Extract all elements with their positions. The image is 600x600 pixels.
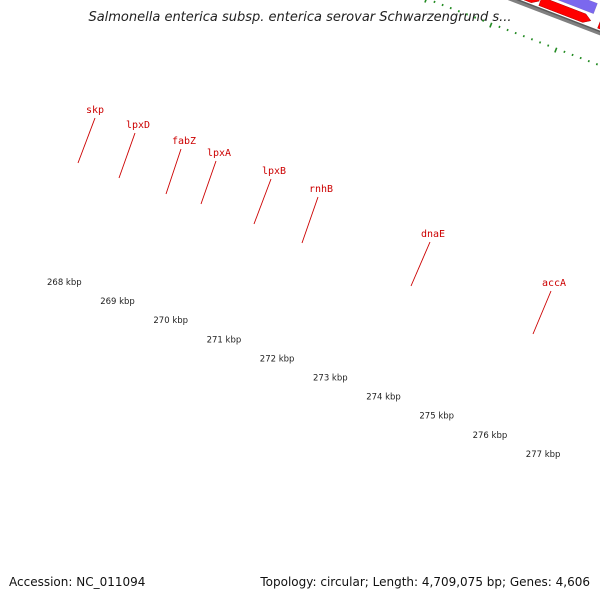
tick-mark <box>424 0 427 3</box>
tick-mark <box>449 6 452 10</box>
tick-mark <box>457 10 460 13</box>
scale-label: 276 kbp <box>473 431 508 441</box>
tick-mark <box>538 41 542 44</box>
gene-label: fabZ <box>172 136 196 147</box>
gene-label: lpxB <box>262 166 286 177</box>
tick-mark <box>489 22 493 28</box>
gene-label: rnhB <box>309 184 333 195</box>
cds-arrow <box>538 0 592 23</box>
scale-label: 273 kbp <box>313 374 348 384</box>
gene-leader-line <box>253 178 272 225</box>
scale-label: 270 kbp <box>153 316 188 326</box>
tick-mark <box>482 19 485 22</box>
gene-label: skp <box>86 105 104 116</box>
tick-mark <box>473 16 477 19</box>
scale-label: 272 kbp <box>260 354 295 364</box>
gene-label: lpxA <box>207 148 231 159</box>
tick-marks <box>424 0 599 66</box>
gene-label-leaders <box>77 117 552 335</box>
gene-leader-line <box>410 241 431 287</box>
backbone-shadow <box>516 0 600 33</box>
gene-feature <box>557 0 598 15</box>
topology-text: Topology: circular; Length: 4,709,075 bp… <box>260 575 590 589</box>
tick-mark <box>433 0 436 4</box>
tick-mark <box>441 3 444 7</box>
gene-leader-line <box>200 160 217 205</box>
gene-labels: skp lpxD fabZ lpxA lpxB rnhB dnaE accA <box>86 105 566 289</box>
scale-label: 271 kbp <box>207 335 242 345</box>
tick-mark <box>514 31 517 35</box>
gene-label: lpxD <box>126 120 150 131</box>
tick-mark <box>587 59 590 63</box>
scale-label: 277 kbp <box>526 450 561 460</box>
tick-mark <box>465 13 469 16</box>
scale-label: 275 kbp <box>419 412 454 422</box>
backbone <box>507 0 600 36</box>
tick-mark <box>506 28 509 32</box>
tick-mark <box>530 38 534 41</box>
gene-track <box>557 0 598 15</box>
cds-arrow <box>597 21 600 30</box>
gene-leader-line <box>301 196 319 244</box>
tick-mark <box>554 47 558 53</box>
tick-mark <box>522 34 525 38</box>
tick-mark <box>579 56 582 60</box>
tick-mark <box>547 44 550 47</box>
cds-track <box>523 0 600 30</box>
scale-label: 269 kbp <box>100 297 135 307</box>
tick-mark <box>595 63 599 66</box>
scale-label: 274 kbp <box>366 393 401 403</box>
tick-mark <box>498 25 501 29</box>
gene-leader-line <box>77 117 96 164</box>
gene-label: dnaE <box>421 229 445 240</box>
gene-label: accA <box>542 278 566 289</box>
cds-arrow <box>523 0 540 3</box>
accession-text: Accession: NC_011094 <box>9 575 146 589</box>
tick-mark <box>571 53 574 57</box>
backbone-line <box>507 0 600 36</box>
gene-leader-line <box>532 290 552 335</box>
tick-mark <box>563 50 566 54</box>
map-title: Salmonella enterica subsp. enterica sero… <box>88 10 512 25</box>
scale-labels: 268 kbp 269 kbp 270 kbp 271 kbp 272 kbp 273 k… <box>47 278 560 460</box>
scale-label: 268 kbp <box>47 278 82 288</box>
gene-leader-line <box>118 132 136 179</box>
gene-leader-line <box>165 148 182 195</box>
